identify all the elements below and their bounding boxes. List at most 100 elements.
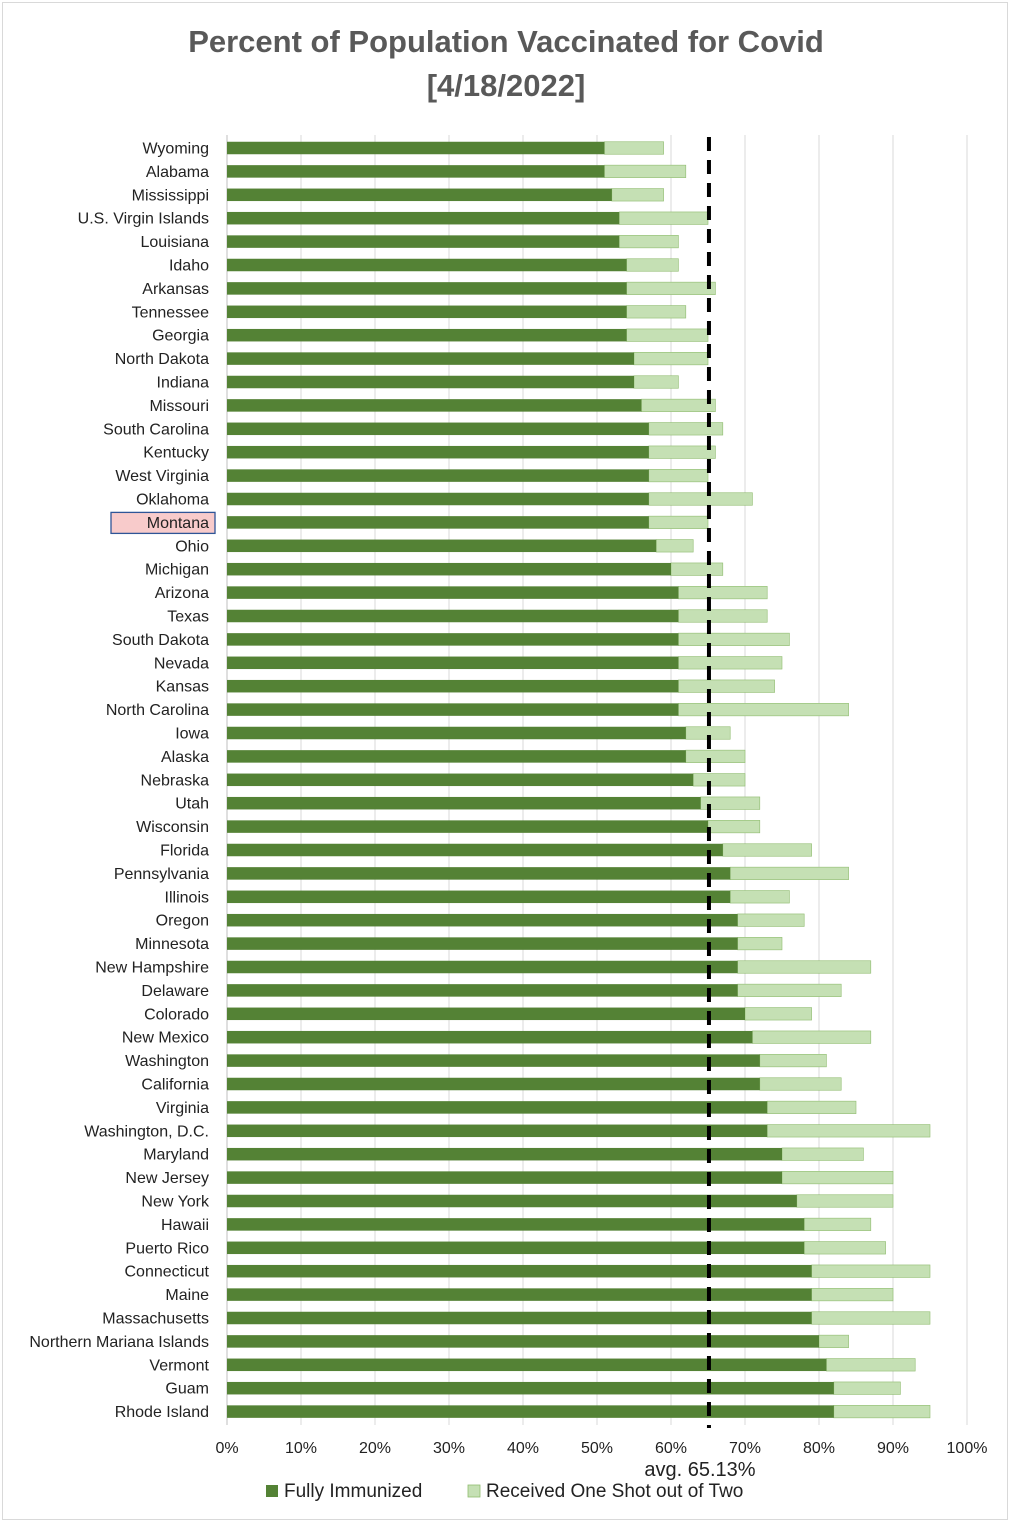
bar-fully-immunized xyxy=(227,399,642,412)
bar-fully-immunized xyxy=(227,796,701,810)
bar-fully-immunized xyxy=(227,586,679,599)
legend-label-fully-immunized: Fully Immunized xyxy=(284,1481,422,1502)
category-label: Iowa xyxy=(175,726,209,743)
category-label: Alabama xyxy=(146,164,209,181)
bar-fully-immunized xyxy=(227,1218,805,1231)
bar-fully-immunized xyxy=(227,656,679,670)
highlight-box xyxy=(110,511,216,535)
bar-fully-immunized xyxy=(227,1007,745,1021)
x-tick-label: 10% xyxy=(285,1440,317,1457)
bar-one-shot xyxy=(618,211,709,225)
x-axis-ticks: 0% 10% 20% 30% 40% 50% 60% 70% 80% 90% 100% xyxy=(215,1440,987,1457)
x-tick-label: 30% xyxy=(433,1440,465,1457)
category-label: North Dakota xyxy=(115,351,209,368)
category-label: Maryland xyxy=(143,1147,209,1164)
bar-fully-immunized xyxy=(227,984,738,997)
bar-one-shot xyxy=(648,469,709,483)
bar-fully-immunized xyxy=(227,633,679,646)
category-label: Tennessee xyxy=(132,304,209,321)
bar-one-shot xyxy=(803,1217,872,1231)
category-label: Alaska xyxy=(161,749,209,766)
bar-fully-immunized xyxy=(227,609,679,623)
legend-swatch-fully-immunized xyxy=(266,1485,278,1497)
bar-one-shot xyxy=(611,188,664,202)
bar-one-shot xyxy=(678,656,783,670)
bar-fully-immunized xyxy=(227,141,605,155)
bar-one-shot xyxy=(729,890,790,904)
category-label: Nevada xyxy=(154,655,209,672)
bar-fully-immunized xyxy=(227,1030,753,1044)
highlight-layer xyxy=(110,511,216,535)
bar-one-shot xyxy=(648,492,753,506)
category-label: Missouri xyxy=(149,398,209,415)
bar-fully-immunized xyxy=(227,282,627,295)
bar-fully-immunized xyxy=(227,726,686,740)
legend-label-one-shot: Received One Shot out of Two xyxy=(486,1481,743,1502)
category-label: Arizona xyxy=(155,585,209,602)
bar-one-shot xyxy=(744,1007,812,1021)
bar-fully-immunized xyxy=(227,1288,812,1301)
category-label: Delaware xyxy=(141,983,209,1000)
category-label: Maine xyxy=(165,1287,209,1304)
average-layer: avg. 65.13% xyxy=(644,137,756,1481)
x-tick-label: 100% xyxy=(947,1440,988,1457)
bar-fully-immunized xyxy=(227,1405,834,1418)
category-label: Massachusetts xyxy=(102,1311,209,1328)
bar-fully-immunized xyxy=(227,1077,760,1091)
bar-one-shot xyxy=(737,960,872,974)
category-label: Wisconsin xyxy=(136,819,209,836)
bar-one-shot xyxy=(722,843,812,857)
bar-one-shot xyxy=(604,141,664,155)
bar-fully-immunized xyxy=(227,258,627,272)
bar-one-shot xyxy=(604,164,687,178)
bar-one-shot xyxy=(678,703,849,717)
category-label: Utah xyxy=(175,796,209,813)
bar-one-shot xyxy=(648,422,724,436)
bar-one-shot xyxy=(626,328,709,342)
category-label: Mississippi xyxy=(132,187,209,204)
bar-fully-immunized xyxy=(227,703,679,716)
x-tick-label: 50% xyxy=(581,1440,613,1457)
bar-one-shot xyxy=(678,679,775,693)
bars xyxy=(227,141,931,1419)
category-label: Louisiana xyxy=(141,234,210,251)
bar-fully-immunized xyxy=(227,1241,805,1255)
category-label: Georgia xyxy=(152,328,209,345)
category-label: Wyoming xyxy=(142,141,209,158)
category-label: South Dakota xyxy=(112,632,209,649)
bar-fully-immunized xyxy=(227,562,671,576)
category-label: North Carolina xyxy=(106,702,209,719)
category-label: Vermont xyxy=(149,1357,209,1374)
category-label: Idaho xyxy=(169,258,209,275)
bar-one-shot xyxy=(759,1054,827,1068)
category-label: Rhode Island xyxy=(115,1404,209,1421)
bar-one-shot xyxy=(626,258,679,272)
category-label: Minnesota xyxy=(135,936,209,953)
bar-one-shot xyxy=(655,539,694,553)
bar-fully-immunized xyxy=(227,1358,827,1372)
bar-one-shot xyxy=(752,1030,872,1044)
bar-one-shot xyxy=(670,562,724,576)
legend-swatch-one-shot xyxy=(467,1484,481,1498)
bar-fully-immunized xyxy=(227,843,723,857)
bar-fully-immunized xyxy=(227,235,620,248)
x-tick-label: 90% xyxy=(877,1440,909,1457)
bar-fully-immunized xyxy=(227,913,738,927)
bar-fully-immunized xyxy=(227,305,627,319)
bar-one-shot xyxy=(818,1334,849,1348)
bar-fully-immunized xyxy=(227,422,649,436)
category-label: Virginia xyxy=(156,1100,209,1117)
bar-one-shot xyxy=(811,1288,894,1302)
category-label: New York xyxy=(141,1194,210,1211)
x-tick-label: 0% xyxy=(215,1440,238,1457)
bar-one-shot xyxy=(626,305,687,319)
category-labels: Wyoming Alabama Mississippi U.S. Virgin Isl… xyxy=(29,141,210,1422)
bar-fully-immunized xyxy=(227,773,694,787)
chart-title-block: Percent of Population Vaccinated for Cov… xyxy=(0,20,1012,108)
category-label: Kansas xyxy=(156,679,209,696)
category-label: New Jersey xyxy=(125,1170,209,1187)
bar-one-shot xyxy=(766,1124,931,1138)
category-label: Pennsylvania xyxy=(114,866,209,883)
bar-one-shot xyxy=(811,1311,931,1325)
